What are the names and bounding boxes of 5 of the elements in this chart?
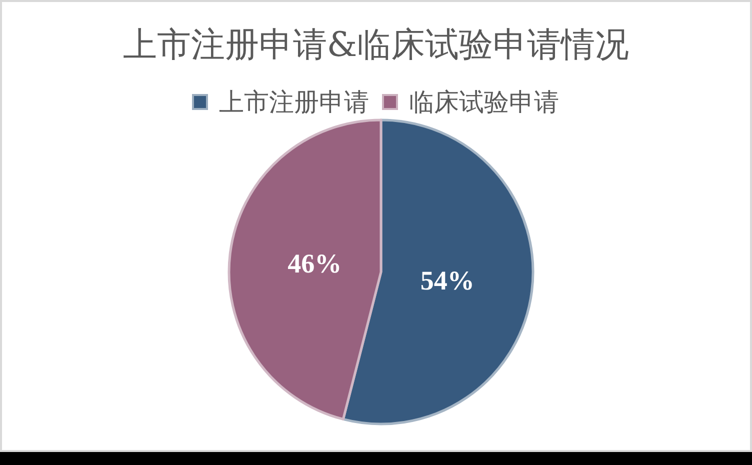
data-label: 46% bbox=[288, 248, 342, 279]
legend-label: 上市注册申请 bbox=[219, 88, 369, 116]
data-label: 54% bbox=[420, 265, 474, 296]
legend-label: 临床试验申请 bbox=[409, 88, 559, 116]
chart-title: 上市注册申请&临床试验申请情况 bbox=[122, 25, 630, 65]
